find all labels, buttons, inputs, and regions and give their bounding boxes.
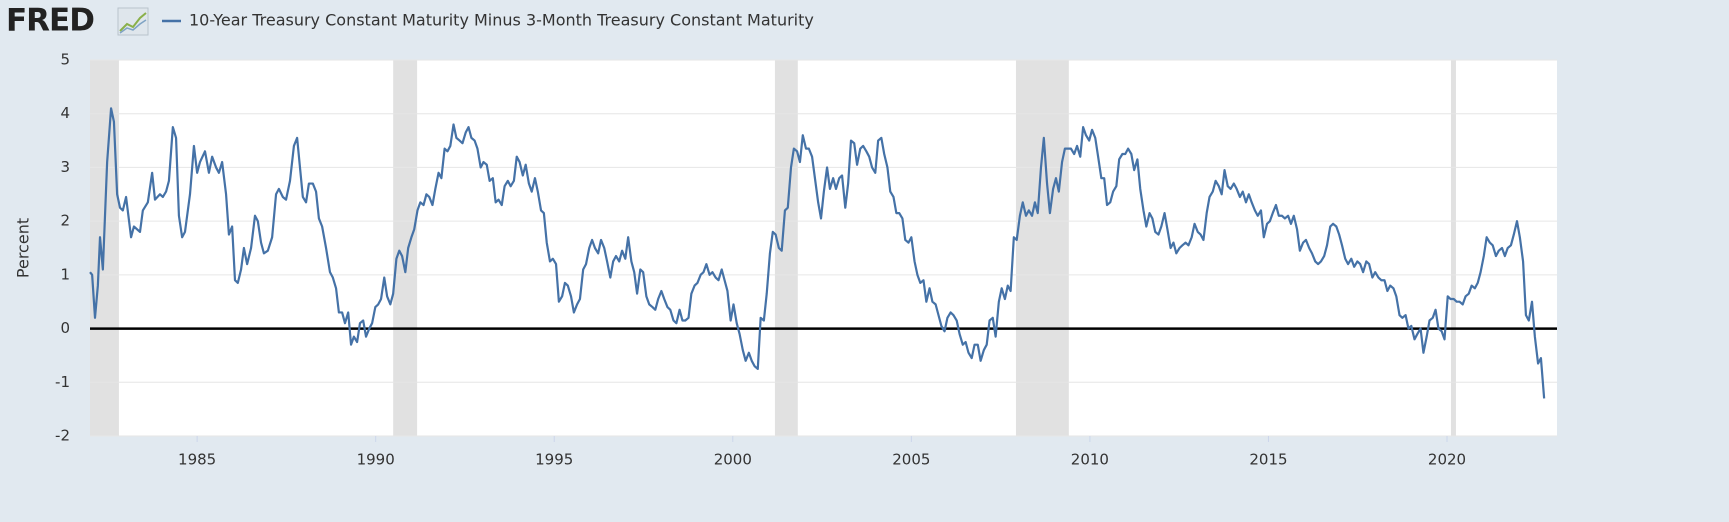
logo-icon-line: [119, 19, 147, 34]
recession-bands: [90, 60, 1456, 436]
x-tick-label: 2005: [892, 451, 930, 469]
y-tick-label: 5: [60, 51, 70, 69]
recession-band: [393, 60, 418, 436]
x-tick-label: 1995: [535, 451, 573, 469]
logo-icon: [117, 7, 149, 36]
x-tick-label: 2020: [1428, 451, 1466, 469]
logo: FRED: [6, 3, 94, 39]
x-tick-label: 2015: [1249, 451, 1287, 469]
x-tick-label: 2000: [714, 451, 752, 469]
recession-band: [1450, 60, 1456, 436]
series-line: [89, 107, 1546, 399]
recession-band: [1015, 60, 1069, 436]
y-tick-label: 2: [60, 212, 70, 230]
y-tick-label: -1: [55, 373, 70, 391]
y-tick-label: 4: [60, 104, 70, 122]
y-tick-label: -2: [55, 427, 70, 445]
x-tick-label: 1990: [357, 451, 395, 469]
x-tick-label: 2010: [1071, 451, 1109, 469]
y-tick-label: 0: [60, 319, 70, 337]
logo-icon-line: [119, 12, 147, 32]
y-axis-title: Percent: [14, 218, 33, 278]
y-tick-label: 3: [60, 158, 70, 176]
y-tick-label: 1: [60, 265, 70, 283]
x-tick-label: 1985: [178, 451, 216, 469]
series-lines: [89, 107, 1546, 399]
grid: [90, 59, 1557, 442]
plot-area: [90, 60, 1557, 436]
axis-labels: -2 -1 0 1 2 3 4 5 1985 1990 1995 2000 2005 2010 2015 20…: [55, 51, 1466, 469]
legend-label: 10-Year Treasury Constant Maturity Minus…: [189, 11, 814, 30]
